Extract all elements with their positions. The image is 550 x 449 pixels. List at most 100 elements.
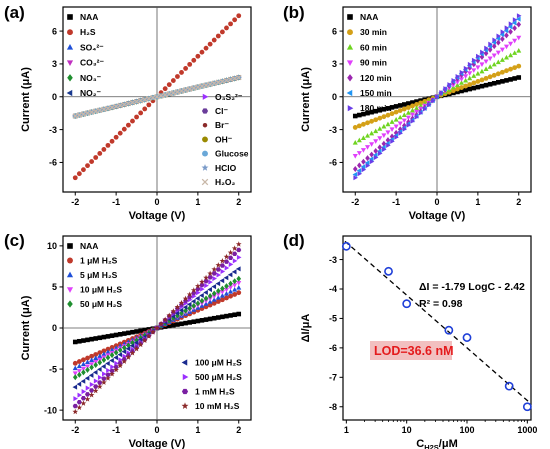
- legend-entry: H₂O₂: [215, 177, 236, 187]
- data-point: [195, 300, 201, 307]
- data-point: [113, 355, 118, 361]
- data-point: [515, 16, 521, 22]
- data-point: [72, 113, 79, 119]
- data-point: [215, 281, 221, 287]
- data-point: [369, 142, 375, 147]
- legend-bottom-right: 100 μM H₂S 500 μM H₂S 1 mM H₂S 10 mM H₂S: [181, 358, 242, 411]
- data-point: [503, 54, 510, 60]
- data-point: [458, 80, 465, 85]
- data-point: [492, 37, 497, 43]
- data-point: [352, 154, 358, 159]
- data-point: [397, 121, 403, 127]
- data-point: [236, 13, 242, 19]
- data-point: [121, 358, 128, 364]
- data-point: [223, 253, 230, 260]
- data-point: [394, 134, 399, 140]
- y-tick-label: 6: [332, 26, 337, 36]
- legend-marker: [202, 136, 208, 143]
- data-point: [414, 114, 420, 120]
- data-point: [186, 86, 193, 92]
- data-point: [360, 135, 366, 140]
- data-point: [435, 94, 440, 100]
- data-point: [491, 61, 497, 67]
- data-point: [377, 126, 383, 131]
- data-point: [220, 268, 226, 275]
- data-point: [361, 158, 366, 165]
- x-tick-label: -2: [351, 197, 359, 207]
- data-point: [369, 118, 375, 124]
- data-point: [93, 155, 99, 160]
- data-point: [504, 78, 509, 83]
- data-point: [199, 292, 204, 299]
- panel-label-b: (b): [283, 3, 305, 22]
- data-point: [479, 54, 485, 61]
- data-point: [353, 175, 359, 181]
- data-point: [92, 369, 98, 375]
- data-point: [483, 82, 489, 88]
- legend-entry: 120 min: [360, 73, 392, 83]
- data-point: [500, 29, 506, 35]
- data-point: [101, 348, 107, 354]
- data-point: [496, 33, 502, 39]
- x-tick-label: 2: [236, 425, 241, 435]
- y-tick-label: 0: [52, 92, 57, 102]
- legend-marker: [66, 271, 74, 278]
- data-point: [462, 333, 472, 342]
- data-point: [414, 99, 419, 104]
- data-point: [232, 283, 238, 288]
- data-point: [89, 353, 95, 359]
- data-point: [207, 292, 213, 299]
- x-tick-label: 0: [434, 197, 439, 207]
- legend-entry: CO₃²⁻: [80, 58, 105, 68]
- data-point: [463, 74, 469, 79]
- legend-entry: 100 μM H₂S: [195, 358, 242, 368]
- legend-entry: NAA: [360, 12, 378, 22]
- data-point: [232, 287, 238, 292]
- data-point: [125, 100, 132, 107]
- data-point: [97, 151, 103, 156]
- data-point: [134, 114, 139, 120]
- data-point: [381, 123, 387, 129]
- data-point: [211, 297, 217, 302]
- y-axis-label: Current (μA): [300, 67, 312, 132]
- data-point: [475, 84, 481, 90]
- lod-box: [370, 341, 452, 360]
- data-point: [352, 171, 358, 178]
- data-point: [364, 145, 371, 150]
- data-point: [219, 257, 226, 264]
- data-point: [487, 74, 493, 80]
- data-point: [236, 290, 242, 296]
- data-point: [393, 116, 399, 122]
- data-point: [80, 396, 86, 401]
- x-tick-label: 0: [154, 197, 159, 207]
- data-point: [369, 109, 374, 115]
- data-point: [146, 102, 152, 108]
- data-point: [211, 300, 217, 306]
- data-point: [232, 251, 238, 257]
- data-point: [102, 371, 107, 377]
- data-point: [89, 336, 94, 342]
- data-point: [122, 331, 127, 336]
- data-point: [117, 130, 123, 136]
- data-point: [93, 336, 98, 341]
- data-point: [397, 103, 403, 108]
- data-point: [166, 323, 172, 329]
- data-point: [512, 17, 518, 23]
- y-tick-label: -6: [49, 158, 57, 168]
- data-point: [220, 285, 225, 292]
- data-point: [455, 73, 461, 80]
- data-point: [170, 308, 177, 314]
- x-tick-label: -2: [71, 197, 79, 207]
- data-point: [101, 147, 107, 152]
- data-point: [483, 75, 489, 81]
- data-point: [109, 352, 115, 359]
- data-point: [373, 139, 379, 144]
- data-point: [385, 106, 391, 111]
- data-point: [211, 80, 217, 87]
- legend-entry: 60 min: [360, 42, 387, 52]
- data-point: [459, 69, 465, 75]
- data-point: [158, 320, 164, 327]
- data-point: [409, 112, 416, 118]
- data-point: [105, 360, 110, 367]
- data-point: [105, 372, 111, 378]
